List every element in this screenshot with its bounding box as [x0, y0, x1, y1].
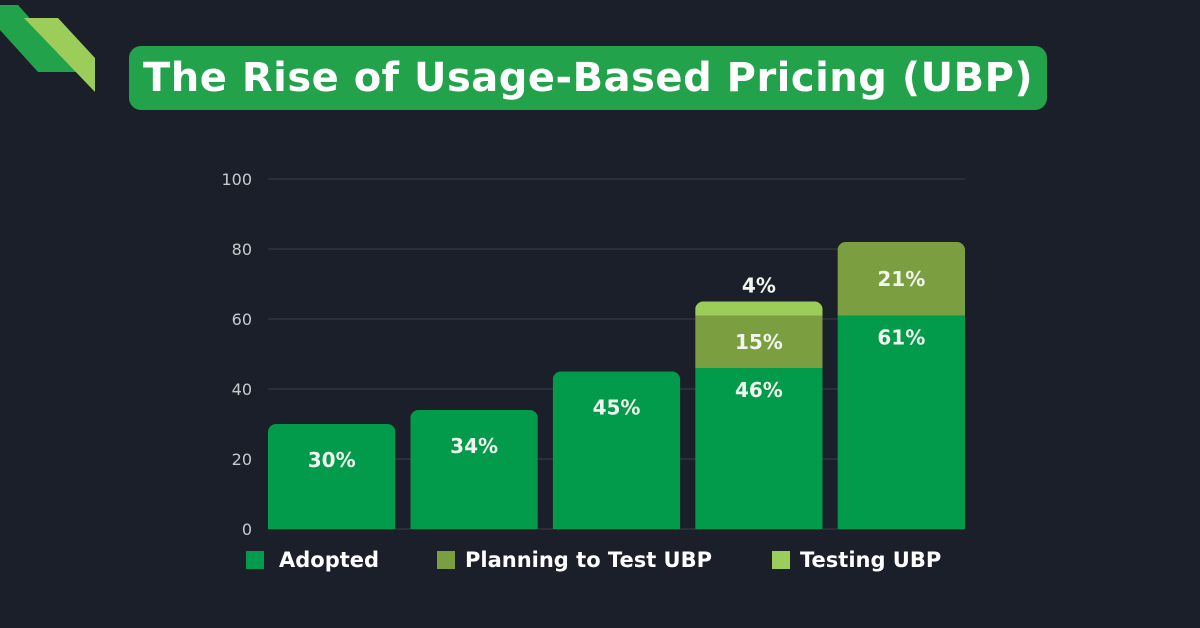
data-label: 30%: [308, 448, 356, 472]
logo-icon: [0, 5, 95, 92]
legend-swatch-testing: [772, 551, 790, 569]
y-tick-label: 80: [232, 240, 252, 259]
legend-label: Testing UBP: [800, 548, 942, 572]
bar-segment-testing-ubp: [695, 301, 823, 316]
legend-swatch-adopted: [246, 551, 264, 569]
bar-segment-adopted: [410, 410, 538, 529]
chart-title: The Rise of Usage-Based Pricing (UBP): [129, 46, 1048, 110]
legend-swatch-planning: [437, 551, 455, 569]
legend-item-testing: Testing UBP: [772, 548, 941, 572]
logo-stripe-dark: [0, 5, 78, 72]
bar-segment-adopted: [268, 424, 396, 529]
data-label: 61%: [877, 326, 925, 350]
data-label: 45%: [593, 396, 641, 420]
legend-item-planning: Planning to Test UBP: [437, 548, 712, 572]
data-label: 15%: [735, 330, 783, 354]
y-tick-label: 40: [232, 380, 252, 399]
y-tick-label: 20: [232, 450, 252, 469]
data-label: 34%: [450, 434, 498, 458]
y-tick-label: 100: [221, 170, 252, 189]
legend-label: Adopted: [279, 548, 380, 572]
legend: Adopted Planning to Test UBP Testing UBP: [0, 548, 1200, 578]
bar-segment-planning-to-test-ubp: [695, 315, 823, 368]
data-label: 21%: [877, 267, 925, 291]
bar-segment-planning-to-test-ubp: [837, 242, 965, 316]
y-tick-label: 0: [242, 520, 252, 539]
legend-item-adopted: Adopted: [246, 548, 379, 572]
legend-label: Planning to Test UBP: [465, 548, 713, 572]
bar-segment-adopted: [552, 371, 681, 529]
data-label: 46%: [735, 378, 783, 402]
bar-segment-adopted: [837, 315, 965, 529]
bar-segment-adopted: [695, 368, 823, 529]
y-tick-label: 60: [232, 310, 252, 329]
data-label: 4%: [742, 274, 776, 298]
logo-stripe-light: [24, 18, 95, 92]
